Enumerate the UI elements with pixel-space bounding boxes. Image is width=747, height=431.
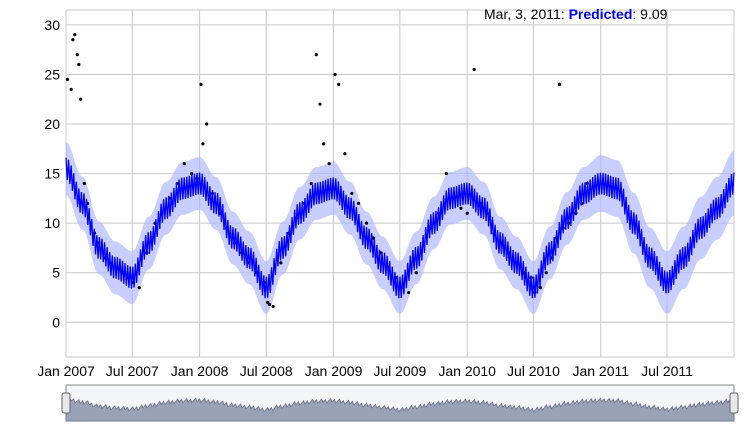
observed-point <box>182 162 186 166</box>
observed-point <box>204 122 209 126</box>
observed-point <box>327 162 331 166</box>
observed-point <box>407 290 411 295</box>
observed-point <box>309 181 313 186</box>
x-tick-label: Jul 2008 <box>240 363 293 379</box>
y-tick-label: 5 <box>52 265 60 281</box>
predicted-series-line <box>65 157 735 299</box>
x-tick-label: Jan 2008 <box>171 363 229 379</box>
observed-point <box>189 171 194 176</box>
observed-point <box>544 271 548 275</box>
x-tick-label: Jan 2010 <box>438 363 496 379</box>
observed-point <box>557 82 562 86</box>
x-tick-label: Jan 2007 <box>37 363 95 379</box>
observed-point <box>333 72 337 77</box>
observed-point <box>337 82 341 86</box>
x-tick-label: Jul 2011 <box>641 363 693 379</box>
observed-point <box>318 102 322 106</box>
observed-point <box>201 142 205 146</box>
y-tick-label: 15 <box>44 166 60 182</box>
observed-point <box>350 191 354 196</box>
x-tick-label: Jan 2011 <box>572 363 629 379</box>
observed-point <box>538 286 542 290</box>
observed-point <box>199 82 203 86</box>
legend-series-label: Predicted <box>568 6 633 22</box>
legend: Mar, 3, 2011: Predicted: 9.09 <box>484 6 667 22</box>
legend-date: Mar, 3, 2011 <box>484 6 561 22</box>
x-tick-label: Jan 2009 <box>305 363 363 379</box>
observed-point <box>356 201 361 205</box>
range-handle-left[interactable] <box>61 392 71 414</box>
observed-point <box>137 286 141 290</box>
range-selector[interactable] <box>61 384 739 422</box>
legend-colon2: : <box>632 6 641 22</box>
observed-point <box>71 38 75 42</box>
observed-point <box>82 181 86 186</box>
observed-point <box>271 304 275 309</box>
observed-point <box>267 302 272 307</box>
y-tick-label: 0 <box>52 314 60 330</box>
y-tick-label: 25 <box>44 66 60 82</box>
legend-colon: : <box>560 6 569 22</box>
range-handle-right[interactable] <box>729 392 739 414</box>
observed-point <box>459 206 463 210</box>
observed-point <box>73 33 77 37</box>
x-tick-label: Jul 2007 <box>106 363 159 379</box>
observed-point <box>69 87 73 91</box>
observed-point <box>279 261 283 265</box>
observed-point <box>444 171 448 176</box>
range-selector-overview-area <box>65 396 735 422</box>
y-tick-label: 30 <box>44 17 60 33</box>
y-tick-label: 20 <box>44 116 60 132</box>
legend-value: 9.09 <box>640 6 668 22</box>
y-tick-label: 10 <box>44 215 60 231</box>
x-tick-label: Jul 2009 <box>373 363 426 379</box>
observed-point <box>414 271 418 275</box>
predicted-line <box>65 157 735 299</box>
observed-point <box>65 77 70 81</box>
observed-point <box>322 142 326 146</box>
y-axis-ticks: 0 5 10 15 20 25 30 <box>44 17 60 330</box>
x-tick-label: Jul 2010 <box>507 363 560 379</box>
observed-point <box>314 53 318 57</box>
x-axis-ticks: Jan 2007 Jul 2007 Jan 2008 Jul 2008 Jan 2009… <box>37 363 693 379</box>
observed-point <box>75 53 79 57</box>
observed-point <box>343 152 347 156</box>
observed-point <box>364 221 369 225</box>
observed-point <box>465 211 469 215</box>
observed-point <box>77 62 81 67</box>
observed-point <box>472 67 476 72</box>
observed-point <box>79 97 83 101</box>
